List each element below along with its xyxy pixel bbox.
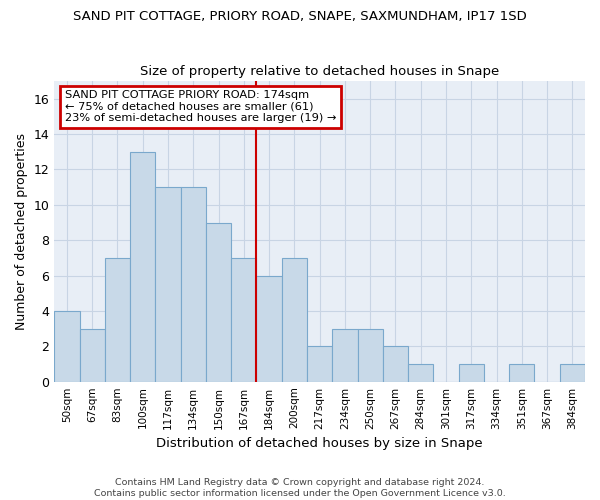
X-axis label: Distribution of detached houses by size in Snape: Distribution of detached houses by size … bbox=[157, 437, 483, 450]
Bar bbox=[181, 187, 206, 382]
Bar bbox=[408, 364, 433, 382]
Bar bbox=[332, 328, 358, 382]
Bar bbox=[307, 346, 332, 382]
Y-axis label: Number of detached properties: Number of detached properties bbox=[15, 133, 28, 330]
Bar bbox=[256, 276, 282, 382]
Bar bbox=[383, 346, 408, 382]
Bar bbox=[54, 311, 80, 382]
Text: Contains HM Land Registry data © Crown copyright and database right 2024.
Contai: Contains HM Land Registry data © Crown c… bbox=[94, 478, 506, 498]
Bar bbox=[80, 328, 105, 382]
Bar bbox=[231, 258, 256, 382]
Bar bbox=[458, 364, 484, 382]
Title: Size of property relative to detached houses in Snape: Size of property relative to detached ho… bbox=[140, 66, 499, 78]
Bar bbox=[282, 258, 307, 382]
Bar bbox=[130, 152, 155, 382]
Text: SAND PIT COTTAGE, PRIORY ROAD, SNAPE, SAXMUNDHAM, IP17 1SD: SAND PIT COTTAGE, PRIORY ROAD, SNAPE, SA… bbox=[73, 10, 527, 23]
Bar bbox=[155, 187, 181, 382]
Bar bbox=[206, 222, 231, 382]
Bar bbox=[509, 364, 535, 382]
Text: SAND PIT COTTAGE PRIORY ROAD: 174sqm
← 75% of detached houses are smaller (61)
2: SAND PIT COTTAGE PRIORY ROAD: 174sqm ← 7… bbox=[65, 90, 336, 124]
Bar bbox=[560, 364, 585, 382]
Bar bbox=[358, 328, 383, 382]
Bar bbox=[105, 258, 130, 382]
